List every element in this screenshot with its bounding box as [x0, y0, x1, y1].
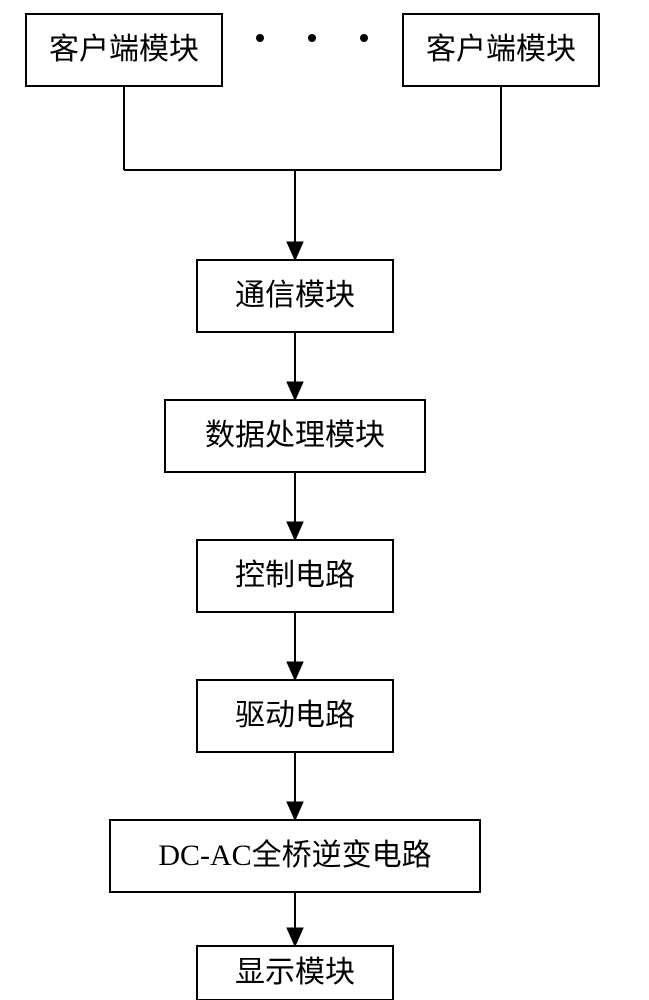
node-label: 显示模块: [235, 956, 355, 989]
node-label: DC-AC全桥逆变电路: [158, 839, 431, 872]
flowchart-node: DC-AC全桥逆变电路: [110, 820, 480, 892]
flowchart-node: 通信模块: [197, 260, 393, 332]
flowchart-node: 数据处理模块: [165, 400, 425, 472]
node-label: 通信模块: [235, 279, 355, 312]
flowchart-node: 驱动电路: [197, 680, 393, 752]
ellipsis-dot-icon: [360, 34, 368, 42]
flowchart-node: 显示模块: [197, 946, 393, 1000]
ellipsis-dot-icon: [256, 34, 264, 42]
flowchart-node: 客户端模块: [26, 14, 222, 86]
node-label: 客户端模块: [49, 33, 199, 66]
flowchart-canvas: 客户端模块 客户端模块通信模块数据处理模块控制电路驱动电路 DC-AC全桥逆变电路显…: [0, 0, 649, 1000]
node-label: 控制电路: [235, 559, 355, 592]
node-label: 数据处理模块: [205, 419, 385, 452]
node-label: 驱动电路: [235, 699, 355, 732]
ellipsis-dot-icon: [308, 34, 316, 42]
flowchart-node: 客户端模块: [403, 14, 599, 86]
node-label: 客户端模块: [426, 33, 576, 66]
flowchart-node: 控制电路: [197, 540, 393, 612]
